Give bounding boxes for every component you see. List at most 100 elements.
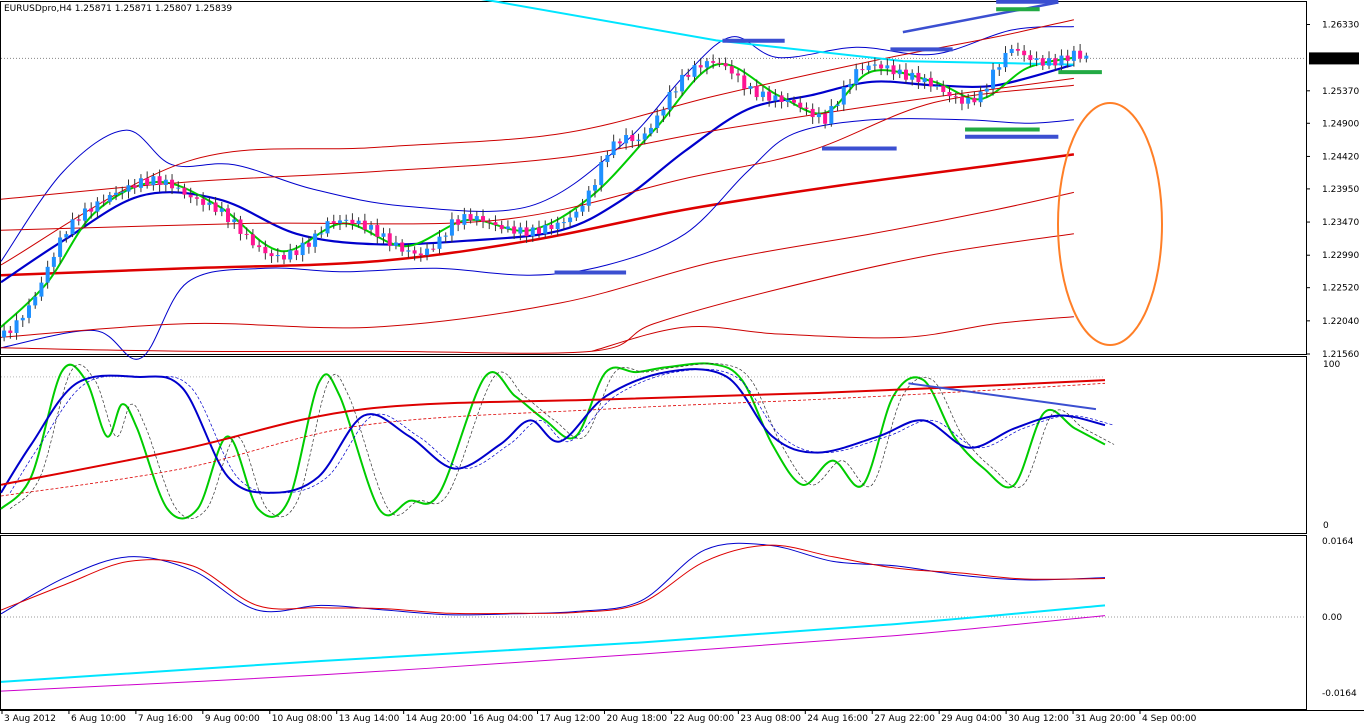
candle-body bbox=[611, 141, 616, 156]
candle-body bbox=[959, 96, 964, 104]
candle-body bbox=[1047, 58, 1052, 66]
candle-body bbox=[493, 222, 498, 226]
candles bbox=[2, 42, 1089, 342]
candle-body bbox=[518, 227, 523, 234]
candle-body bbox=[530, 227, 535, 237]
candle-body bbox=[935, 85, 940, 87]
price-line-bb-lower bbox=[0, 118, 1074, 360]
candle-body bbox=[114, 192, 119, 196]
candle-body bbox=[568, 217, 573, 223]
candle-body bbox=[33, 296, 38, 306]
candle-body bbox=[723, 63, 728, 67]
candle-body bbox=[847, 84, 852, 88]
candle-body bbox=[194, 197, 199, 199]
current-price-label: 1.25839 bbox=[1322, 54, 1359, 64]
price-line-bb-mid bbox=[0, 63, 1075, 284]
candle-body bbox=[512, 226, 517, 234]
candle-body bbox=[163, 179, 168, 185]
candle-body bbox=[841, 87, 846, 105]
candle-body bbox=[1022, 50, 1027, 56]
candle-body bbox=[648, 127, 653, 134]
price-tick-label: 1.24420 bbox=[1322, 152, 1359, 162]
candle-body bbox=[673, 91, 678, 93]
candle-body bbox=[257, 245, 262, 248]
price-line-env-mid bbox=[0, 77, 1074, 200]
candle-body bbox=[313, 233, 318, 247]
price-tick-label: 1.24900 bbox=[1322, 119, 1359, 129]
candle-body bbox=[835, 104, 840, 107]
macd-tick-label: 0.0164 bbox=[1322, 537, 1354, 547]
price-tick-label: 1.22520 bbox=[1322, 284, 1359, 294]
candle-body bbox=[711, 61, 716, 63]
candle-body bbox=[655, 115, 660, 128]
candle-body bbox=[1084, 55, 1089, 59]
candle-body bbox=[1078, 50, 1083, 59]
candle-body bbox=[381, 233, 386, 237]
candle-body bbox=[45, 266, 50, 283]
candle-body bbox=[704, 61, 709, 68]
stoch-signal-line bbox=[9, 363, 1115, 519]
candle-body bbox=[910, 72, 915, 80]
pane-frame-price bbox=[0, 1, 1307, 355]
candle-body bbox=[736, 73, 741, 76]
candle-body bbox=[953, 96, 958, 98]
candle-body bbox=[481, 216, 486, 222]
macd-tick-label: 0.00 bbox=[1322, 613, 1342, 623]
candle-body bbox=[1034, 58, 1039, 61]
price-tick-label: 1.22990 bbox=[1322, 251, 1359, 261]
candle-body bbox=[1071, 50, 1076, 61]
candle-body bbox=[219, 208, 224, 212]
candle-body bbox=[922, 77, 927, 83]
candle-body bbox=[885, 65, 890, 69]
candle-body bbox=[443, 235, 448, 237]
candle-body bbox=[188, 194, 193, 198]
price-tick-label: 1.22040 bbox=[1322, 317, 1359, 327]
candle-body bbox=[487, 221, 492, 223]
time-axis-label: 27 Aug 22:00 bbox=[874, 714, 935, 724]
candle-body bbox=[686, 74, 691, 77]
candle-body bbox=[281, 255, 286, 260]
candle-body bbox=[698, 65, 703, 68]
current-price-box bbox=[1309, 52, 1359, 65]
candle-body bbox=[138, 178, 143, 188]
candle-body bbox=[201, 198, 206, 205]
candle-body bbox=[574, 211, 579, 218]
candle-body bbox=[412, 250, 417, 254]
candle-body bbox=[792, 99, 797, 103]
candle-body bbox=[586, 190, 591, 206]
time-axis-label: 3 Aug 2012 bbox=[4, 714, 56, 724]
trend-line bbox=[481, 0, 1074, 66]
candle-body bbox=[375, 225, 380, 237]
candle-body bbox=[754, 86, 759, 98]
candle-body bbox=[468, 214, 473, 221]
candle-body bbox=[26, 305, 31, 318]
candle-body bbox=[151, 176, 156, 186]
candle-body bbox=[182, 187, 187, 195]
candle-body bbox=[823, 113, 828, 124]
candle-body bbox=[872, 64, 877, 66]
candle-body bbox=[449, 219, 454, 236]
candle-body bbox=[947, 91, 952, 97]
candle-body bbox=[474, 216, 479, 221]
candle-body bbox=[226, 208, 231, 223]
candle-body bbox=[369, 225, 374, 230]
stoch-tick-label: 100 bbox=[1323, 360, 1340, 370]
candle-body bbox=[8, 330, 13, 333]
stoch-slow-signal bbox=[0, 382, 1106, 497]
candle-body bbox=[636, 139, 641, 142]
macd-series-line bbox=[0, 544, 1106, 615]
candle-body bbox=[592, 185, 597, 191]
candle-body bbox=[978, 91, 983, 103]
candle-body bbox=[294, 250, 299, 256]
candle-body bbox=[891, 65, 896, 75]
candle-body bbox=[1053, 58, 1058, 66]
candle-body bbox=[1028, 55, 1033, 61]
candle-body bbox=[393, 242, 398, 246]
price-line-bb-upper bbox=[0, 26, 1074, 262]
candle-body bbox=[263, 247, 268, 254]
candle-body bbox=[717, 62, 722, 64]
candle-body bbox=[1003, 52, 1008, 68]
candle-body bbox=[288, 250, 293, 260]
candle-body bbox=[991, 69, 996, 89]
